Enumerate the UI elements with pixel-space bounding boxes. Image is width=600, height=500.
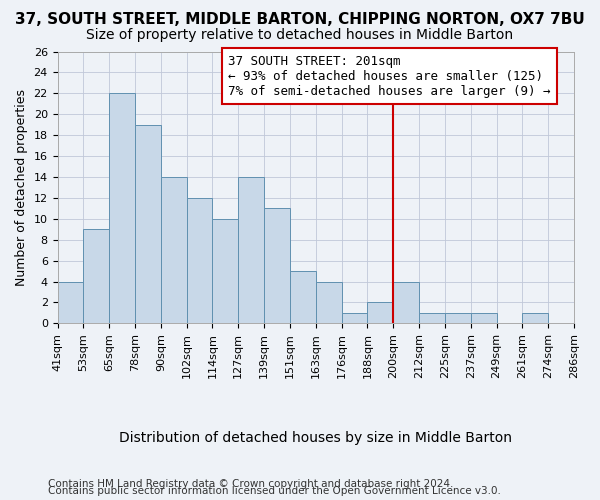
Bar (290, 271, 316, 324)
Bar (367, 302, 393, 324)
Text: 37 SOUTH STREET: 201sqm
← 93% of detached houses are smaller (125)
7% of semi-de: 37 SOUTH STREET: 201sqm ← 93% of detache… (228, 54, 550, 98)
Bar (316, 282, 341, 324)
Bar (238, 177, 264, 324)
Text: Size of property relative to detached houses in Middle Barton: Size of property relative to detached ho… (86, 28, 514, 42)
Bar (523, 313, 548, 324)
Text: Contains HM Land Registry data © Crown copyright and database right 2024.: Contains HM Land Registry data © Crown c… (48, 479, 454, 489)
Bar (471, 313, 497, 324)
Bar (187, 198, 212, 324)
Bar (341, 313, 367, 324)
Bar (58, 282, 83, 324)
X-axis label: Distribution of detached houses by size in Middle Barton: Distribution of detached houses by size … (119, 431, 512, 445)
Bar (135, 124, 161, 324)
Bar (83, 230, 109, 324)
Bar (445, 313, 471, 324)
Y-axis label: Number of detached properties: Number of detached properties (15, 89, 28, 286)
Bar (161, 177, 187, 324)
Bar (419, 313, 445, 324)
Text: 37, SOUTH STREET, MIDDLE BARTON, CHIPPING NORTON, OX7 7BU: 37, SOUTH STREET, MIDDLE BARTON, CHIPPIN… (15, 12, 585, 28)
Bar (393, 282, 419, 324)
Bar (264, 208, 290, 324)
Bar (109, 94, 135, 324)
Text: Contains public sector information licensed under the Open Government Licence v3: Contains public sector information licen… (48, 486, 501, 496)
Bar (212, 219, 238, 324)
